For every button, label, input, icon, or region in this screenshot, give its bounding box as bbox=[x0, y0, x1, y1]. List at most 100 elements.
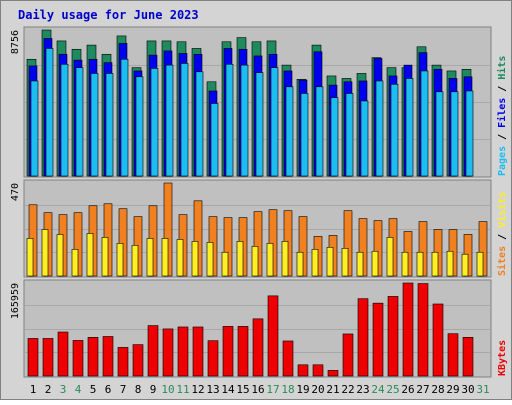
bar-sites-day-28 bbox=[431, 251, 439, 277]
x-tick-label-day-12: 12 bbox=[191, 383, 204, 396]
bar-pages-day-12 bbox=[195, 71, 204, 177]
bar-kbytes-day-10 bbox=[162, 328, 174, 377]
bar-kbytes-day-3 bbox=[57, 331, 69, 377]
panel-kbytes-legend-label: KBytes bbox=[497, 340, 508, 376]
bar-kbytes-day-21 bbox=[327, 370, 339, 377]
bar-sites-day-27 bbox=[416, 251, 424, 277]
bar-pages-day-5 bbox=[90, 73, 99, 177]
panel-kbytes-y-tick-label: 165959 bbox=[10, 283, 21, 319]
legend-separator: / bbox=[497, 80, 508, 98]
x-tick-label-day-23: 23 bbox=[356, 383, 369, 396]
panel-usage-y-tick-label: 8756 bbox=[10, 30, 21, 54]
bar-sites-day-7 bbox=[116, 243, 124, 277]
bar-pages-day-16 bbox=[255, 72, 264, 177]
bar-pages-day-13 bbox=[210, 103, 219, 177]
bar-sites-day-4 bbox=[71, 248, 79, 277]
bar-sites-day-1 bbox=[26, 238, 34, 277]
bar-pages-day-1 bbox=[30, 80, 39, 177]
x-tick-label-day-30: 30 bbox=[461, 383, 474, 396]
bar-kbytes-day-4 bbox=[72, 340, 84, 377]
bar-kbytes-day-5 bbox=[87, 337, 99, 377]
bar-pages-day-22 bbox=[345, 93, 354, 177]
bar-pages-day-23 bbox=[360, 100, 369, 177]
bar-sites-day-14 bbox=[221, 251, 229, 277]
bar-sites-day-10 bbox=[161, 238, 169, 277]
bar-pages-day-25 bbox=[390, 83, 399, 177]
bar-sites-day-29 bbox=[446, 250, 454, 277]
bar-sites-day-6 bbox=[101, 237, 109, 277]
x-tick-label-day-28: 28 bbox=[431, 383, 444, 396]
bar-sites-day-11 bbox=[176, 239, 184, 277]
bar-sites-day-17 bbox=[266, 243, 274, 277]
x-tick-label-day-29: 29 bbox=[446, 383, 459, 396]
panel-visits-y-tick-label: 470 bbox=[10, 183, 21, 201]
x-tick-label-day-24: 24 bbox=[371, 383, 385, 396]
legend-entry-sites: Sites bbox=[496, 246, 508, 276]
bar-sites-day-31 bbox=[476, 251, 484, 277]
bar-pages-day-24 bbox=[375, 80, 384, 177]
bar-sites-day-8 bbox=[131, 245, 139, 277]
bar-kbytes-day-25 bbox=[387, 296, 399, 377]
bar-sites-day-13 bbox=[206, 242, 214, 277]
x-tick-label-day-18: 18 bbox=[281, 383, 294, 396]
bar-pages-day-19 bbox=[300, 93, 309, 177]
x-tick-label-day-17: 17 bbox=[266, 383, 279, 396]
panel-visits-legend-label: Sites / Visits bbox=[496, 192, 508, 276]
x-tick-label-day-6: 6 bbox=[105, 383, 112, 396]
bar-kbytes-day-1 bbox=[27, 338, 39, 377]
bar-pages-day-29 bbox=[450, 91, 459, 177]
bar-sites-day-20 bbox=[311, 248, 319, 277]
bar-sites-day-16 bbox=[251, 246, 259, 277]
x-tick-label-day-8: 8 bbox=[135, 383, 142, 396]
bar-pages-day-26 bbox=[405, 78, 414, 177]
legend-entry-visits: Visits bbox=[496, 192, 508, 228]
bar-kbytes-day-16 bbox=[252, 318, 264, 377]
bar-sites-day-9 bbox=[146, 238, 154, 277]
x-tick-label-day-13: 13 bbox=[206, 383, 219, 396]
bar-pages-day-21 bbox=[330, 97, 339, 177]
bar-kbytes-day-30 bbox=[462, 337, 474, 377]
bar-pages-day-30 bbox=[465, 90, 474, 177]
bar-pages-day-6 bbox=[105, 73, 114, 177]
legend-entry-pages: Pages bbox=[497, 146, 508, 176]
bar-pages-day-27 bbox=[420, 70, 429, 177]
legend-separator: / bbox=[497, 128, 508, 146]
bar-kbytes-day-11 bbox=[177, 326, 189, 377]
bar-kbytes-day-6 bbox=[102, 336, 114, 377]
x-tick-label-day-31: 31 bbox=[476, 383, 489, 396]
bar-kbytes-day-2 bbox=[42, 338, 54, 377]
bar-kbytes-day-9 bbox=[147, 325, 159, 377]
bar-sites-day-21 bbox=[326, 247, 334, 277]
bar-pages-day-14 bbox=[225, 63, 234, 177]
bar-sites-day-26 bbox=[401, 251, 409, 277]
bar-pages-day-7 bbox=[120, 58, 129, 177]
bar-pages-day-11 bbox=[180, 63, 189, 177]
x-tick-label-day-22: 22 bbox=[341, 383, 354, 396]
x-tick-label-day-25: 25 bbox=[386, 383, 399, 396]
bar-kbytes-day-28 bbox=[432, 303, 444, 377]
bar-kbytes-day-12 bbox=[192, 326, 204, 377]
legend-entry-hits: Hits bbox=[496, 56, 508, 80]
bar-kbytes-day-8 bbox=[132, 344, 144, 377]
x-tick-label-day-19: 19 bbox=[296, 383, 309, 396]
bar-sites-day-3 bbox=[56, 234, 64, 277]
x-tick-label-day-11: 11 bbox=[176, 383, 189, 396]
legend-separator: / bbox=[497, 228, 508, 246]
x-tick-label-day-27: 27 bbox=[416, 383, 429, 396]
x-tick-label-day-9: 9 bbox=[150, 383, 157, 396]
x-tick-label-day-20: 20 bbox=[311, 383, 324, 396]
bar-pages-day-2 bbox=[45, 48, 54, 177]
bar-kbytes-day-26 bbox=[402, 282, 414, 377]
bar-kbytes-day-23 bbox=[357, 298, 369, 377]
bar-kbytes-day-18 bbox=[282, 340, 294, 377]
bar-sites-day-22 bbox=[341, 247, 349, 277]
legend-entry-kbytes: KBytes bbox=[497, 340, 508, 376]
panel-usage-legend-label: Pages / Files / Hits bbox=[496, 56, 508, 176]
x-tick-label-day-3: 3 bbox=[60, 383, 67, 396]
bar-kbytes-day-14 bbox=[222, 326, 234, 377]
chart-title: Daily usage for June 2023 bbox=[18, 8, 199, 22]
x-tick-label-day-16: 16 bbox=[251, 383, 264, 396]
bar-sites-day-2 bbox=[41, 229, 49, 277]
